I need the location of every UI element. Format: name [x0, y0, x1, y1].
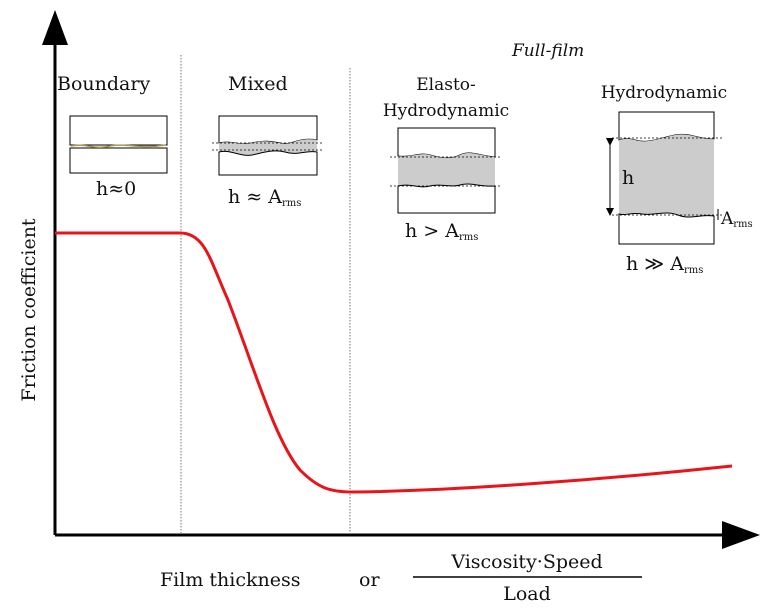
- hydro-roughness-main: A: [720, 209, 734, 229]
- friction-curve: [55, 231, 733, 494]
- ehl-condition-sub: rms: [459, 232, 478, 243]
- hydro-condition-main: h ≫ A: [626, 253, 684, 275]
- hydro-lubricant: [619, 134, 714, 218]
- ehl-lubricant: [398, 153, 495, 187]
- x-label-or: or: [359, 569, 380, 591]
- boundary-bottom-surface: [69, 147, 168, 174]
- regime-ehl: Elasto- Hydrodynamic h > Arms: [383, 75, 509, 243]
- x-axis-label: Film thickness or Viscosity·Speed Load: [160, 551, 642, 605]
- hydro-condition-sub: rms: [684, 265, 703, 276]
- boundary-condition: h≈0: [96, 178, 136, 200]
- x-label-main: Film thickness: [160, 569, 300, 591]
- regime-mixed: Mixed h ≈ Arms: [212, 73, 322, 209]
- mixed-condition: h ≈ Arms: [228, 186, 301, 209]
- ehl-condition: h > Arms: [405, 220, 478, 243]
- regime-boundary: Boundary h≈0: [57, 73, 168, 200]
- hydro-title: Hydrodynamic: [601, 83, 727, 103]
- ehl-top-surface: [397, 127, 496, 159]
- hydro-bottom-surface: [618, 212, 715, 245]
- x-fraction-denominator: Load: [503, 583, 551, 605]
- y-axis-arrow-icon: [42, 10, 68, 45]
- x-axis-arrow-icon: [722, 521, 760, 549]
- hydro-gap-label: h: [622, 167, 634, 189]
- y-axis-label: Friction coefficient: [18, 218, 40, 402]
- ehl-title-line1: Elasto-: [416, 75, 476, 95]
- mixed-condition-main: h ≈ A: [228, 186, 282, 208]
- hydro-top-surface: [618, 111, 715, 142]
- full-film-title-emph: film: [549, 41, 584, 61]
- mixed-condition-sub: rms: [282, 198, 301, 209]
- hydro-roughness-label: Arms: [720, 209, 753, 230]
- mixed-title: Mixed: [228, 73, 288, 95]
- hydro-condition: h ≫ Arms: [626, 253, 703, 276]
- mixed-bottom-surface: [218, 150, 318, 176]
- regime-hydrodynamic: Hydrodynamic h Arms h ≫ Arms: [601, 83, 753, 276]
- full-film-title: Full-film: [511, 41, 584, 61]
- ehl-bottom-surface: [397, 183, 496, 214]
- boundary-contact-line: [70, 144, 167, 149]
- x-fraction-numerator: Viscosity·Speed: [450, 551, 602, 573]
- axes: [42, 10, 760, 549]
- boundary-title: Boundary: [57, 73, 150, 95]
- ehl-condition-main: h > A: [405, 220, 459, 242]
- full-film-title-prefix: Full-: [511, 41, 552, 61]
- hydro-roughness-sub: rms: [733, 219, 752, 230]
- boundary-top-surface: [69, 115, 168, 146]
- ehl-title-line2: Hydrodynamic: [383, 101, 509, 121]
